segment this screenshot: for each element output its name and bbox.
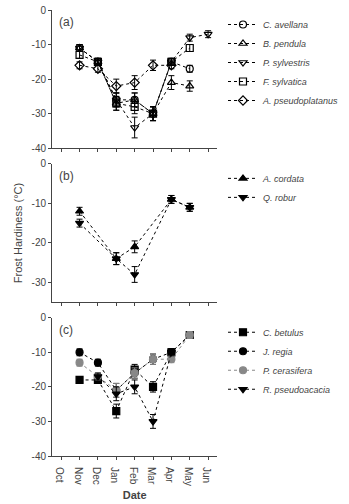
svg-text:0: 0	[40, 312, 46, 323]
svg-text:-30: -30	[32, 416, 47, 427]
svg-text:P. sylvestris: P. sylvestris	[263, 58, 310, 68]
svg-text:C. betulus: C. betulus	[263, 328, 304, 338]
svg-text:A. cordata: A. cordata	[262, 174, 304, 184]
svg-text:Oct: Oct	[54, 467, 65, 483]
svg-text:-30: -30	[32, 277, 47, 288]
svg-text:J. regia: J. regia	[262, 347, 293, 357]
svg-text:Date: Date	[123, 489, 147, 501]
svg-text:Dec: Dec	[91, 467, 102, 485]
svg-text:Jun: Jun	[201, 467, 212, 483]
svg-text:C. avellana: C. avellana	[263, 20, 308, 30]
svg-text:Jan: Jan	[109, 467, 120, 483]
svg-text:May: May	[183, 467, 194, 486]
svg-text:-20: -20	[32, 381, 47, 392]
svg-text:B. pendula: B. pendula	[263, 39, 306, 49]
svg-text:-10: -10	[32, 347, 47, 358]
svg-text:Feb: Feb	[128, 467, 139, 485]
svg-text:Mar: Mar	[146, 467, 157, 485]
svg-text:F. sylvatica: F. sylvatica	[263, 77, 307, 87]
svg-text:Apr: Apr	[164, 467, 175, 483]
svg-text:Frost Hardiness (°C): Frost Hardiness (°C)	[12, 183, 24, 283]
svg-text:-10: -10	[32, 198, 47, 209]
svg-text:(b): (b)	[59, 169, 74, 183]
svg-text:P. cerasifera: P. cerasifera	[263, 366, 312, 376]
svg-text:Nov: Nov	[73, 467, 84, 485]
svg-text:A. pseudoplatanus: A. pseudoplatanus	[262, 96, 338, 106]
svg-text:-30: -30	[32, 108, 47, 119]
svg-text:0: 0	[40, 5, 46, 16]
svg-text:0: 0	[40, 158, 46, 169]
svg-text:-10: -10	[32, 39, 47, 50]
svg-text:-40: -40	[32, 451, 47, 462]
svg-text:-20: -20	[32, 74, 47, 85]
svg-text:(c): (c)	[59, 323, 73, 337]
svg-text:R. pseudoacacia: R. pseudoacacia	[263, 385, 330, 395]
svg-text:-40: -40	[32, 143, 47, 154]
svg-text:(a): (a)	[59, 15, 74, 29]
svg-text:-20: -20	[32, 237, 47, 248]
svg-text:Q. robur: Q. robur	[263, 193, 297, 203]
